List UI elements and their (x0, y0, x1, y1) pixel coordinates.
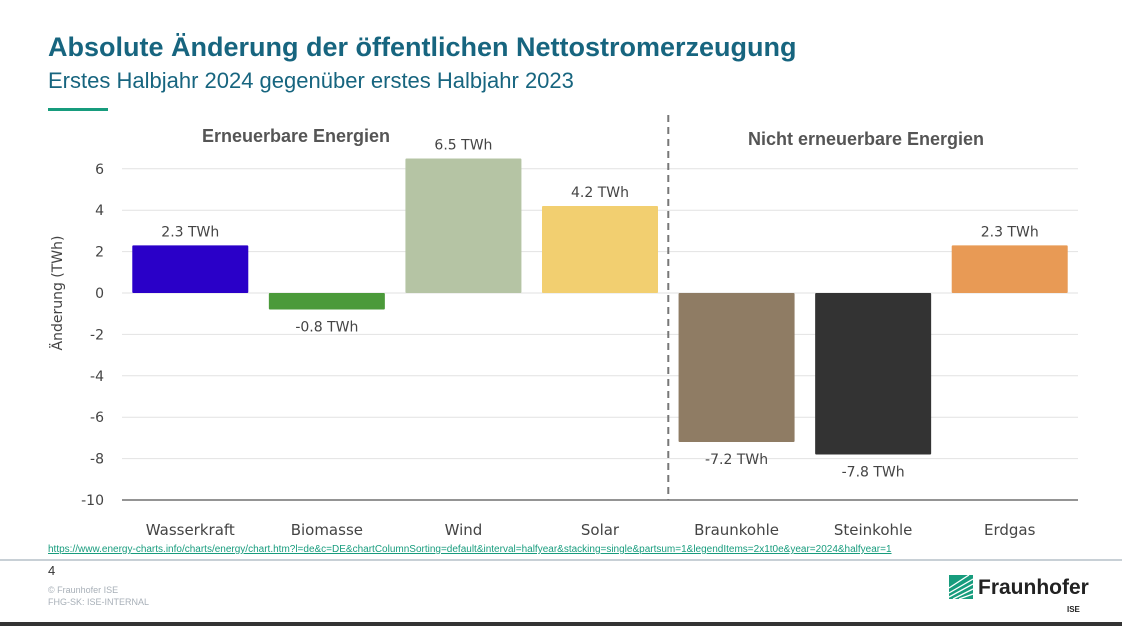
x-tick-label: Steinkohle (834, 521, 913, 539)
bar-braunkohle (678, 293, 795, 443)
y-tick-label: 2 (95, 245, 104, 261)
data-label: -7.8 TWh (842, 464, 905, 480)
group-label-renewable: Erneuerbare Energien (202, 126, 390, 146)
bar-wind (405, 158, 522, 293)
page-subtitle: Erstes Halbjahr 2024 gegenüber erstes Ha… (48, 68, 574, 93)
group-label-nonrenewable: Nicht erneuerbare Energien (748, 129, 984, 149)
bar-solar (542, 206, 658, 293)
bar-chart: 6 4 2 0 -2 -4 -6 -8 -10 Änderung (TWh) 2.3 TWh Wass… (48, 115, 1078, 539)
footer-divider (0, 559, 1122, 561)
y-tick-label: -10 (81, 493, 104, 509)
bottom-bar (0, 622, 1122, 626)
source-link[interactable]: https://www.energy-charts.info/charts/en… (48, 544, 892, 555)
page-number: 4 (48, 563, 56, 578)
y-tick-label: -2 (90, 327, 104, 343)
y-tick-label: -4 (90, 369, 104, 385)
bar-biomasse (268, 293, 385, 310)
data-label: 4.2 TWh (571, 185, 629, 201)
x-tick-label: Solar (581, 521, 620, 539)
y-tick-label: 6 (95, 162, 104, 178)
y-axis-label: Änderung (TWh) (48, 236, 66, 351)
classification: FHG-SK: ISE-INTERNAL (48, 597, 150, 607)
page-title: Absolute Änderung der öffentlichen Netto… (48, 32, 797, 62)
data-label: -0.8 TWh (295, 320, 358, 336)
y-tick-label: 4 (95, 203, 104, 219)
x-tick-label: Erdgas (984, 521, 1036, 539)
logo-sub: ISE (1067, 605, 1080, 614)
y-tick-label: 0 (95, 286, 104, 302)
x-tick-label: Braunkohle (694, 521, 779, 539)
data-label: 2.3 TWh (161, 224, 219, 240)
y-tick-label: -8 (90, 452, 104, 468)
data-label: 2.3 TWh (981, 224, 1039, 240)
bar-erdgas (951, 245, 1068, 293)
title-accent-line (48, 108, 108, 111)
data-label: 6.5 TWh (434, 137, 492, 153)
logo-text: Fraunhofer (978, 576, 1089, 599)
fraunhofer-logo-icon (949, 575, 973, 599)
bar-wasserkraft (132, 245, 249, 293)
x-tick-label: Wind (445, 521, 483, 539)
y-tick-label: -6 (90, 410, 104, 426)
footer-notes: © Fraunhofer ISE FHG-SK: ISE-INTERNAL (48, 584, 149, 608)
bar-steinkohle (815, 293, 932, 455)
x-tick-label: Wasserkraft (146, 521, 235, 539)
data-label: -7.2 TWh (705, 452, 768, 468)
copyright: © Fraunhofer ISE (48, 585, 119, 595)
x-tick-label: Biomasse (291, 521, 363, 539)
